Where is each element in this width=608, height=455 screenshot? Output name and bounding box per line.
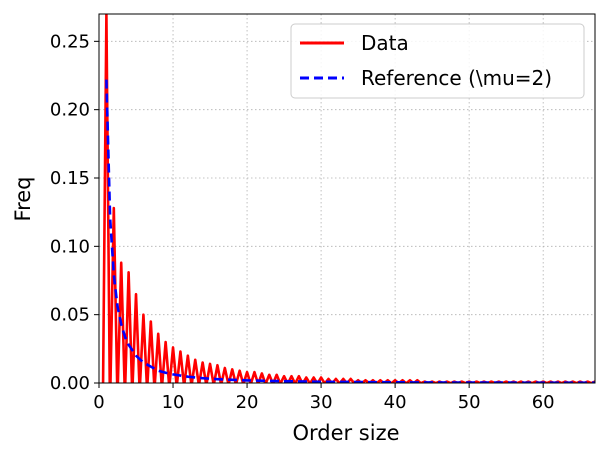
- x-tick-label: 10: [162, 392, 185, 413]
- y-tick-label: 0.25: [50, 31, 90, 52]
- axis-ticks: 0 10 20 30 40 50 60 0.00 0.05 0.10 0.15 0.20 0.25: [50, 31, 555, 413]
- y-tick-label: 0.10: [50, 236, 90, 257]
- plot-frame: [98, 13, 596, 384]
- x-tick-label: 40: [384, 392, 407, 413]
- y-tick-label: 0.00: [50, 373, 90, 394]
- y-tick-label: 0.20: [50, 100, 90, 121]
- legend-box: [290, 23, 585, 99]
- legend-label-data: Data: [361, 31, 409, 55]
- x-axis-label: Order size: [292, 421, 399, 445]
- x-tick-label: 30: [310, 392, 333, 413]
- x-tick-label: 0: [93, 392, 104, 413]
- x-tick-label: 20: [236, 392, 259, 413]
- x-tick-label: 50: [458, 392, 481, 413]
- legend-label-reference: Reference (\mu=2): [361, 66, 552, 90]
- y-axis-label: Freq: [11, 177, 35, 222]
- y-tick-label: 0.15: [50, 168, 90, 189]
- y-tick-label: 0.05: [50, 305, 90, 326]
- series-line-reference: [105, 79, 595, 383]
- legend: Data Reference (\mu=2): [290, 23, 585, 99]
- x-tick-label: 60: [532, 392, 555, 413]
